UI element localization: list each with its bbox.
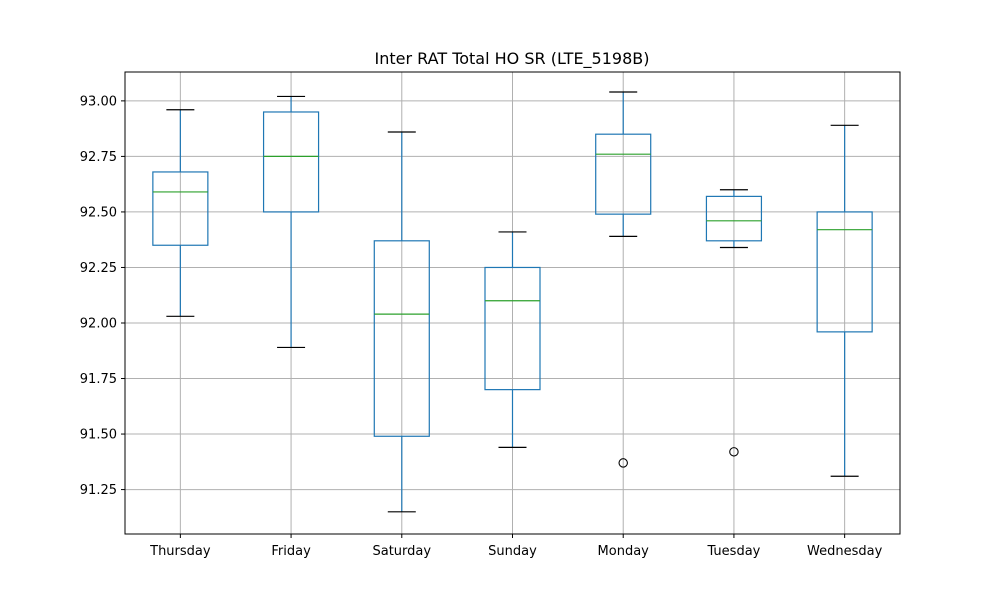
iqr-box [816,211,873,333]
box-sunday [484,231,541,448]
box-thursday [152,109,209,317]
x-tick-label-friday: Friday [271,544,311,559]
iqr-box [595,133,652,215]
y-tick-label: 92.50 [80,205,117,220]
box-tuesday [705,189,763,457]
x-tick-label-saturday: Saturday [372,544,431,559]
chart-title: Inter RAT Total HO SR (LTE_5198B) [375,49,650,69]
y-tick-label: 91.50 [80,428,117,443]
grid-layer [125,72,900,534]
outlier-point [729,447,739,457]
x-tick-label-tuesday: Tuesday [706,544,760,559]
iqr-box [484,266,541,391]
box-friday [262,95,320,349]
y-tick-label: 91.25 [80,483,117,498]
y-tick-label: 91.75 [80,372,117,387]
x-tick-label-thursday: Thursday [149,544,211,559]
outlier-point [618,458,628,468]
x-axis: Thursday Friday Saturday Sunday Monday Tuesda… [149,534,883,559]
x-tick-label-wednesday: Wednesday [807,544,883,559]
y-tick-label: 92.00 [80,316,117,331]
box-monday [595,91,652,468]
box-layer [152,91,873,513]
y-tick-label: 93.00 [80,94,117,109]
y-tick-label: 92.75 [80,150,117,165]
x-tick-label-sunday: Sunday [488,544,537,559]
y-axis: 91.25 91.50 91.75 92.00 92.25 92.50 92.75 93.00 [80,94,125,498]
iqr-box [262,111,320,213]
box-wednesday [816,124,873,477]
y-tick-label: 92.25 [80,261,117,276]
iqr-box [152,171,209,246]
iqr-box [705,195,763,242]
box-saturday [373,131,430,513]
iqr-box [373,240,430,437]
x-tick-label-monday: Monday [598,544,650,559]
